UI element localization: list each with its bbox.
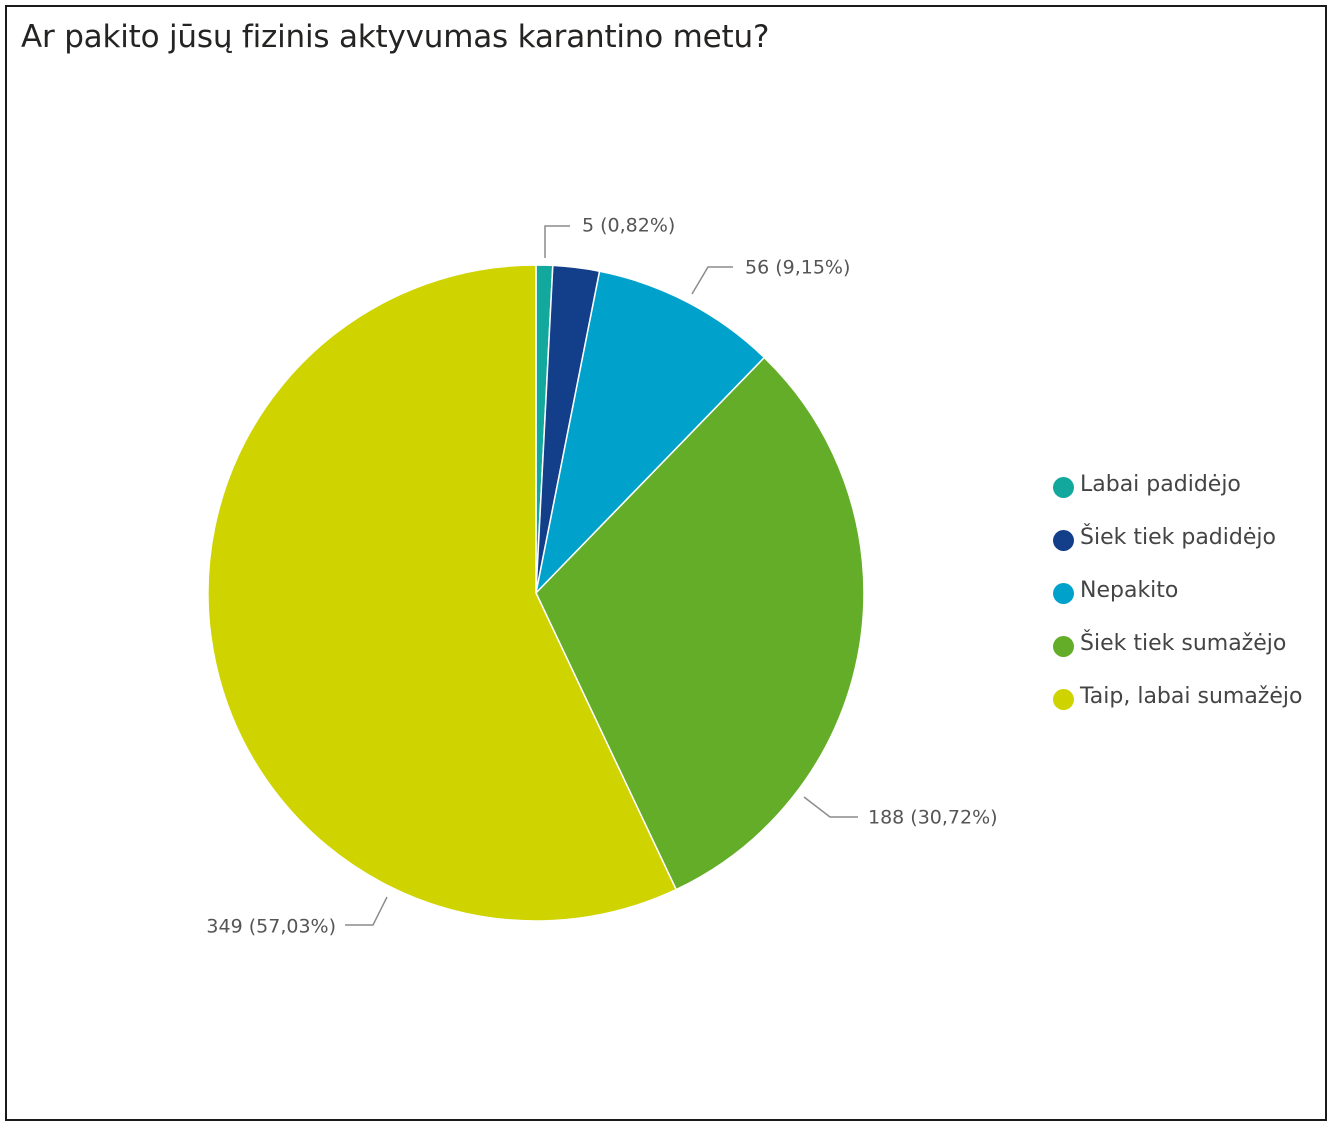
pie-slice[interactable] xyxy=(207,264,678,922)
data-label: 56 (9,15%) xyxy=(745,257,850,279)
data-label-leader-line xyxy=(691,266,733,295)
legend-swatch-icon xyxy=(1053,583,1074,604)
legend-label: Šiek tiek padidėjo xyxy=(1080,525,1276,550)
legend-label: Nepakito xyxy=(1080,578,1179,603)
legend-label: Šiek tiek sumažėjo xyxy=(1080,631,1287,656)
legend-swatch-icon xyxy=(1053,530,1074,551)
legend-label: Labai padidėjo xyxy=(1080,472,1241,497)
legend-swatch-icon xyxy=(1053,689,1074,710)
data-label-leader-line xyxy=(544,225,570,258)
data-label: 349 (57,03%) xyxy=(206,916,336,938)
chart-title: Ar pakito jūsų fizinis aktyvumas karanti… xyxy=(21,19,770,55)
data-label: 188 (30,72%) xyxy=(868,807,998,829)
data-label-leader-line xyxy=(803,796,858,818)
legend-label: Taip, labai sumažėjo xyxy=(1080,684,1303,709)
legend-swatch-icon xyxy=(1053,477,1074,498)
data-label: 5 (0,82%) xyxy=(582,215,675,237)
legend-swatch-icon xyxy=(1053,636,1074,657)
pie-slice[interactable] xyxy=(534,270,766,596)
data-label-leader-line xyxy=(345,896,388,926)
pie-slice[interactable] xyxy=(535,356,865,891)
